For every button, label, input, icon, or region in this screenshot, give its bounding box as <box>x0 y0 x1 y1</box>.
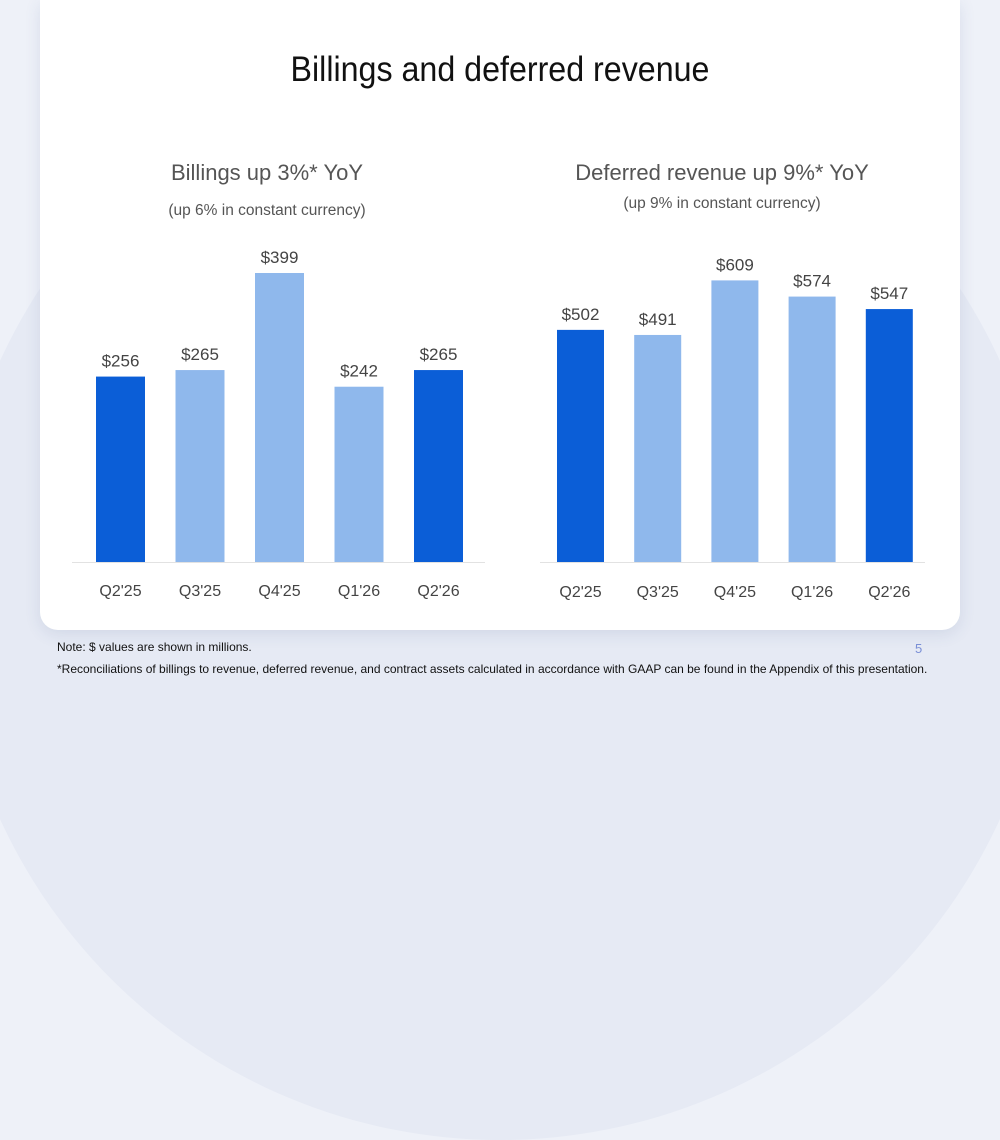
billings-data-label: $242 <box>340 362 378 381</box>
billings-chart-subtitle: (up 6% in constant currency) <box>168 202 366 219</box>
deferred-revenue-data-label: $547 <box>870 284 908 303</box>
deferred-revenue-bar <box>711 280 759 562</box>
deferred-revenue-data-label: $491 <box>639 310 677 329</box>
deferred-revenue-bar <box>557 329 604 562</box>
deferred-revenue-category-label: Q2'25 <box>559 584 601 601</box>
billings-bar <box>334 386 384 562</box>
deferred-revenue-chart-title: Deferred revenue up 9%* YoY <box>575 160 869 185</box>
charts-canvas: $256 Q2'25 $265 Q3'25 $399 Q4'25 $242 Q1'26 $265… <box>72 248 925 601</box>
page-number: 5 <box>915 641 923 656</box>
billings-bar <box>414 370 463 562</box>
billings-category-label: Q1'26 <box>338 583 380 600</box>
slide-title: Billings and deferred revenue <box>290 50 710 89</box>
billings-data-label: $265 <box>181 345 219 364</box>
values-note: Note: $ values are shown in millions. <box>57 640 252 654</box>
deferred-revenue-data-label: $574 <box>793 272 831 291</box>
deferred-revenue-bar <box>634 334 682 562</box>
billings-category-label: Q2'25 <box>99 583 141 600</box>
billings-data-label: $256 <box>102 352 140 371</box>
billings-data-label: $399 <box>261 248 299 267</box>
billings-category-label: Q3'25 <box>179 583 221 600</box>
deferred-revenue-chart-subtitle: (up 9% in constant currency) <box>623 195 821 212</box>
deferred-revenue-data-label: $502 <box>562 305 600 324</box>
billings-data-label: $265 <box>420 345 458 364</box>
deferred-revenue-category-label: Q1'26 <box>791 584 833 601</box>
billings-bar <box>255 273 304 562</box>
deferred-revenue-category-label: Q3'25 <box>637 584 679 601</box>
billings-bar-chart: $256 Q2'25 $265 Q3'25 $399 Q4'25 $242 Q1'26 $265… <box>72 248 485 600</box>
deferred-revenue-bar <box>788 296 836 562</box>
deferred-revenue-category-label: Q2'26 <box>868 584 910 601</box>
billings-chart-title: Billings up 3%* YoY <box>170 160 364 185</box>
deferred-revenue-category-label: Q4'25 <box>714 584 756 601</box>
billings-category-label: Q2'26 <box>417 583 459 600</box>
deferred-revenue-bar-chart: $502 Q2'25 $491 Q3'25 $609 Q4'25 $574 Q1'26 $547… <box>540 255 925 601</box>
reconciliation-footnote: *Reconciliations of billings to revenue,… <box>57 662 928 676</box>
deferred-revenue-data-label: $609 <box>716 255 754 274</box>
deferred-revenue-bar <box>865 309 913 562</box>
billings-bar <box>175 370 225 562</box>
billings-bar <box>96 376 145 562</box>
billings-category-label: Q4'25 <box>258 583 300 600</box>
